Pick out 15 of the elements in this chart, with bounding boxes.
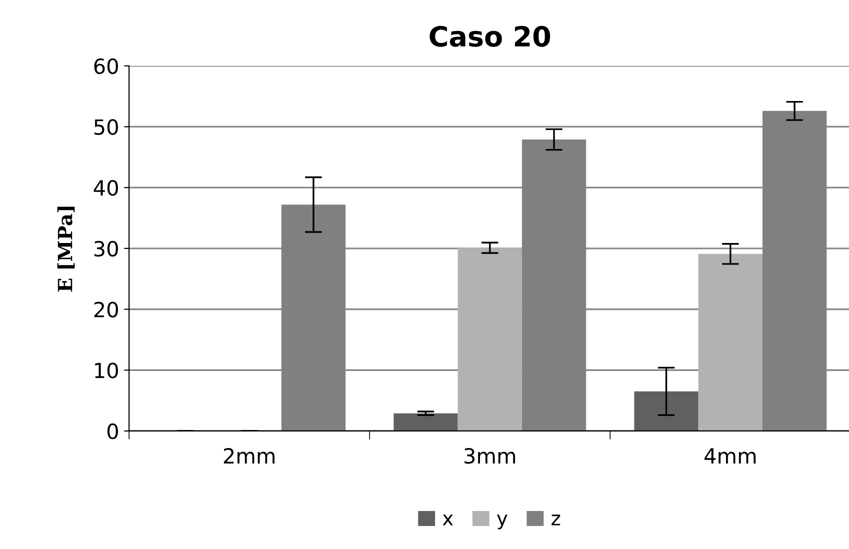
x-tick-label: 4mm [704,448,756,464]
y-axis-title: E [MPa] [57,206,75,292]
y-tick-label: 50 [94,119,118,135]
y-tick-label: 0 [107,423,118,440]
y-tick-label: 40 [94,180,118,196]
legend-label: x [442,514,454,526]
y-tick-label: 30 [94,240,118,257]
y-tick-label: 10 [95,362,118,378]
legend-label: y [497,514,508,530]
legend-label: z [552,514,560,526]
x-tick-label: 3mm [464,448,516,464]
x-tick-label: 2mm [224,448,274,464]
chart-title: Caso 20 [430,26,550,47]
y-tick-label: 60 [94,58,118,74]
y-tick-label: 20 [94,302,118,318]
